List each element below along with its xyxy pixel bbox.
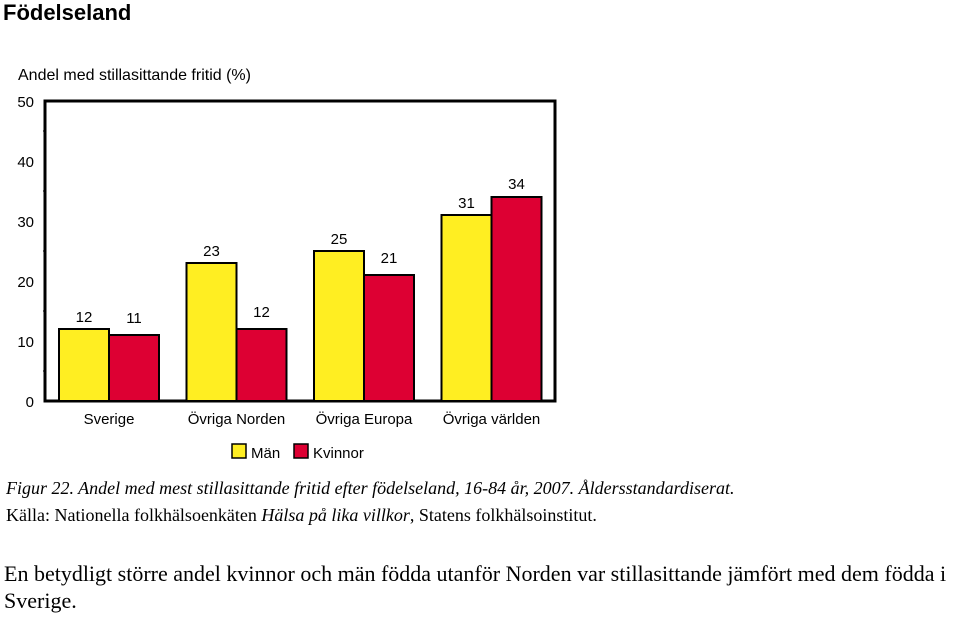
bar-man bbox=[58, 328, 110, 402]
source-caption: Källa: Nationella folkhälsoenkäten Hälsa… bbox=[6, 505, 597, 526]
source-title: Hälsa på lika villkor bbox=[261, 505, 410, 525]
x-tick-label: Övriga Norden bbox=[188, 410, 286, 428]
bar-man bbox=[313, 250, 365, 402]
bar-value-label: 12 bbox=[76, 309, 93, 326]
legend-label: Män bbox=[251, 445, 280, 462]
bar-value-label: 34 bbox=[508, 176, 525, 193]
value-labels: 12 11 23 12 25 21 31 34 bbox=[76, 176, 525, 327]
source-suffix: , Statens folkhälsoinstitut. bbox=[409, 505, 597, 525]
bar-kvinnor bbox=[235, 328, 288, 402]
x-tick-label: Övriga Europa bbox=[316, 410, 413, 428]
x-axis-labels: Sverige Övriga Norden Övriga Europa Övriga … bbox=[84, 410, 541, 428]
page-heading: Födelseland bbox=[3, 0, 132, 25]
bar-kvinnor bbox=[490, 196, 543, 402]
plot-area bbox=[43, 99, 557, 403]
legend: Män Kvinnor bbox=[231, 443, 364, 462]
x-tick-label: Sverige bbox=[84, 411, 135, 428]
bar-chart: Andel med stillasittande fritid (%) 0 10 2… bbox=[17, 67, 557, 462]
bar-kvinnor bbox=[363, 274, 415, 402]
bars bbox=[58, 196, 543, 402]
bar-man bbox=[440, 214, 493, 402]
chart-title: Andel med stillasittande fritid (%) bbox=[18, 67, 251, 84]
bar-value-label: 12 bbox=[253, 304, 270, 321]
y-tick-label: 40 bbox=[17, 154, 34, 171]
body-paragraph: En betydligt större andel kvinnor och mä… bbox=[4, 561, 947, 613]
bar-value-label: 31 bbox=[458, 195, 475, 212]
x-tick-label: Övriga världen bbox=[443, 410, 541, 428]
figure-caption: Figur 22. Andel med mest stillasittande … bbox=[6, 478, 735, 498]
y-tick-label: 0 bbox=[26, 394, 34, 411]
legend-label: Kvinnor bbox=[313, 445, 364, 462]
bar-value-label: 11 bbox=[126, 310, 142, 327]
legend-swatch-man bbox=[231, 443, 247, 459]
y-axis-ticks: 0 10 20 30 40 50 bbox=[17, 94, 45, 411]
bar-man bbox=[185, 262, 238, 402]
y-tick-label: 30 bbox=[17, 214, 34, 231]
bar-value-label: 23 bbox=[203, 243, 220, 260]
source-prefix: Källa: Nationella folkhälsoenkäten bbox=[6, 505, 262, 525]
legend-swatch-kvinnor bbox=[293, 443, 309, 459]
y-tick-label: 10 bbox=[17, 334, 34, 351]
y-tick-label: 20 bbox=[17, 274, 34, 291]
bar-value-label: 25 bbox=[331, 231, 348, 248]
bar-kvinnor bbox=[108, 334, 160, 402]
y-tick-label: 50 bbox=[17, 94, 34, 111]
bar-value-label: 21 bbox=[381, 250, 398, 267]
